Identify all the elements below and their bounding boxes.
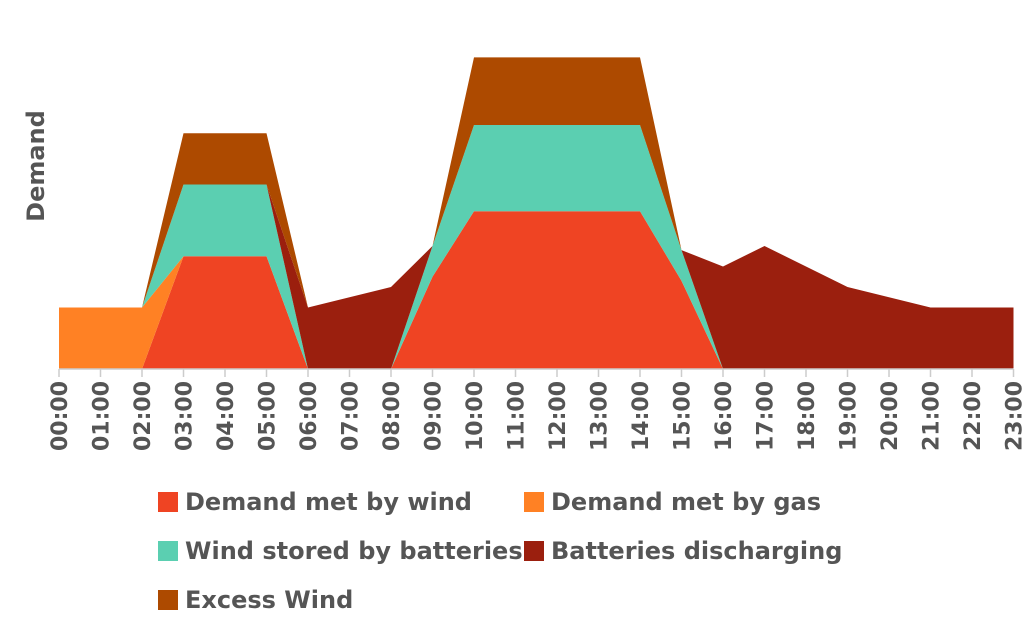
legend-label-wind: Demand met by wind bbox=[185, 488, 472, 516]
x-tick-label: 10:00 bbox=[463, 381, 488, 451]
x-tick-label: 06:00 bbox=[297, 381, 322, 451]
x-tick-label: 01:00 bbox=[90, 381, 115, 451]
chart: 00:00 01:00 02:00 03:00 04:00 05:00 06:00 07:00… bbox=[48, 57, 1027, 451]
legend-label-gas: Demand met by gas bbox=[551, 488, 821, 516]
legend-swatch-wind bbox=[158, 492, 178, 512]
x-tick-label: 04:00 bbox=[214, 381, 239, 451]
area-excess-wind bbox=[59, 57, 1014, 308]
x-tick-label: 16:00 bbox=[712, 381, 737, 451]
legend-label-excess-wind: Excess Wind bbox=[185, 586, 354, 614]
legend-item-excess-wind[interactable]: Excess Wind bbox=[158, 582, 353, 618]
y-axis-label: Demand bbox=[22, 110, 50, 222]
x-tick-label: 23:00 bbox=[1003, 381, 1027, 451]
legend-label-batteries-discharging: Batteries discharging bbox=[551, 537, 843, 565]
x-tick-label: 09:00 bbox=[422, 381, 447, 451]
x-tick-label: 07:00 bbox=[339, 381, 364, 451]
legend-item-batteries-stored[interactable]: Wind stored by batteries bbox=[158, 533, 523, 569]
x-tick-label: 15:00 bbox=[671, 381, 696, 451]
x-axis-tick-labels: 00:00 01:00 02:00 03:00 04:00 05:00 06:00 07:00… bbox=[48, 381, 1027, 451]
legend-swatch-batteries-discharging bbox=[524, 541, 544, 561]
legend-item-wind[interactable]: Demand met by wind bbox=[158, 484, 472, 520]
x-tick-label: 19:00 bbox=[837, 381, 862, 451]
area-batteries-discharging bbox=[59, 125, 1014, 369]
x-tick-label: 14:00 bbox=[629, 381, 654, 451]
x-tick-label: 18:00 bbox=[795, 381, 820, 451]
legend-item-batteries-discharging[interactable]: Batteries discharging bbox=[524, 533, 842, 569]
x-axis-ticks bbox=[58, 369, 1015, 377]
x-tick-label: 02:00 bbox=[131, 381, 156, 451]
legend-swatch-gas bbox=[524, 492, 544, 512]
x-tick-label: 22:00 bbox=[961, 381, 986, 451]
x-tick-label: 12:00 bbox=[546, 381, 571, 451]
x-tick-label: 21:00 bbox=[920, 381, 945, 451]
x-tick-label: 11:00 bbox=[505, 381, 530, 451]
x-tick-label: 03:00 bbox=[173, 381, 198, 451]
x-tick-label: 17:00 bbox=[754, 381, 779, 451]
x-tick-label: 08:00 bbox=[380, 381, 405, 451]
legend-item-gas[interactable]: Demand met by gas bbox=[524, 484, 821, 520]
area-wind-stored-by-batteries bbox=[59, 125, 1014, 369]
legend-label-batteries-stored: Wind stored by batteries bbox=[185, 537, 523, 565]
x-tick-label: 05:00 bbox=[256, 381, 281, 451]
legend-swatch-excess-wind bbox=[158, 590, 178, 610]
area-demand-met-by-wind bbox=[59, 211, 1014, 369]
legend-swatch-batteries-stored bbox=[158, 541, 178, 561]
x-tick-label: 13:00 bbox=[588, 381, 613, 451]
x-tick-label: 20:00 bbox=[878, 381, 903, 451]
area-series-group bbox=[59, 57, 1014, 369]
x-tick-label: 00:00 bbox=[48, 381, 73, 451]
